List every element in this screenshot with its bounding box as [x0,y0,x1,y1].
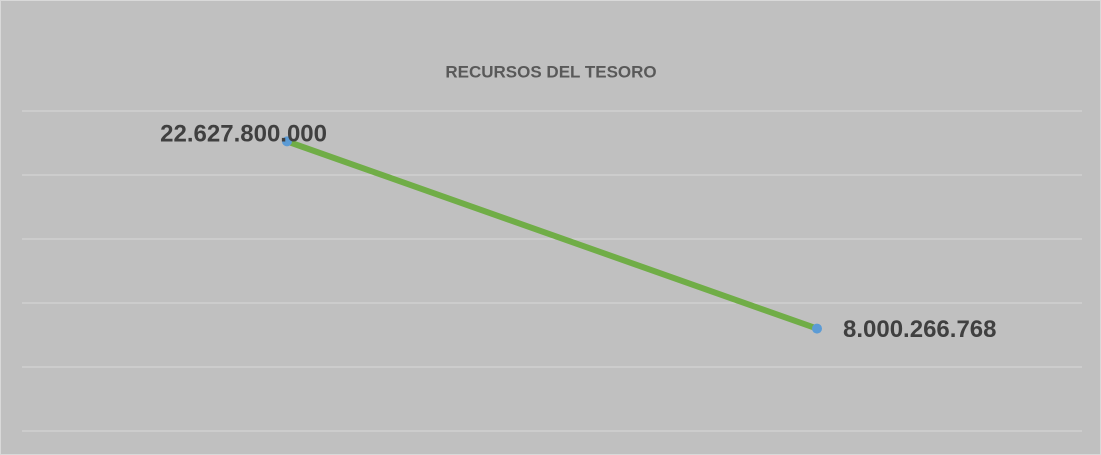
chart-title: RECURSOS DEL TESORO [445,62,656,81]
line [284,138,820,332]
data-label: 8.000.266.768 [843,316,996,343]
data-label: 22.627.800.000 [160,121,327,148]
marker [812,323,822,334]
marker [282,136,292,147]
